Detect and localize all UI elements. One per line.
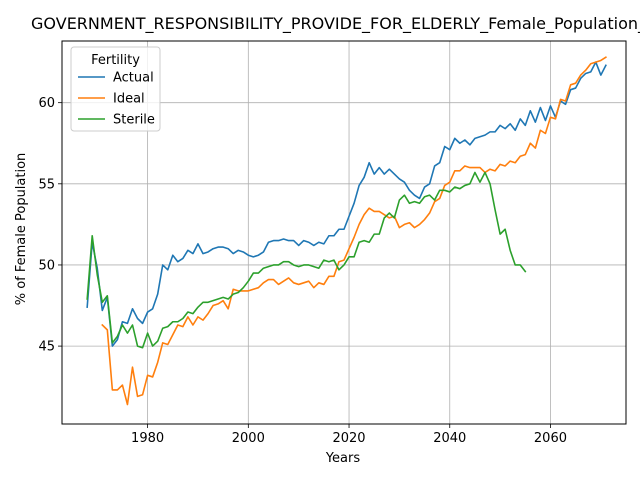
x-axis-label: Years	[325, 451, 361, 466]
legend-label-ideal: Ideal	[113, 92, 145, 107]
y-tick-label: 50	[38, 258, 55, 273]
x-tick-label: 2020	[332, 431, 365, 446]
legend-label-actual: Actual	[113, 71, 154, 86]
legend-label-sterile: Sterile	[113, 113, 155, 128]
x-tick-label: 2040	[433, 431, 466, 446]
legend-title: Fertility	[91, 53, 140, 68]
legend-entries: Actual Ideal Sterile	[78, 71, 155, 128]
x-tick-label: 2000	[232, 431, 265, 446]
series-line-sterile	[86, 171, 527, 349]
plot-area	[61, 40, 627, 425]
legend: Fertility Actual Ideal Sterile	[70, 46, 161, 132]
y-axis-label: % of Female Population	[14, 153, 29, 306]
series-lines	[86, 56, 607, 406]
series-line-ideal	[101, 56, 607, 406]
x-tick-label: 1980	[131, 431, 164, 446]
axis-ticks: 1980 2000 2020 2040 2060 45 50 55 60	[38, 96, 567, 446]
y-tick-label: 60	[38, 96, 55, 111]
y-tick-label: 55	[38, 177, 55, 192]
x-tick-label: 2060	[534, 431, 567, 446]
legend-box	[70, 46, 161, 132]
y-tick-label: 45	[38, 340, 55, 355]
chart-title: GOVERNMENT_RESPONSIBILITY_PROVIDE_FOR_EL…	[31, 14, 640, 34]
series-line-actual	[86, 61, 607, 347]
